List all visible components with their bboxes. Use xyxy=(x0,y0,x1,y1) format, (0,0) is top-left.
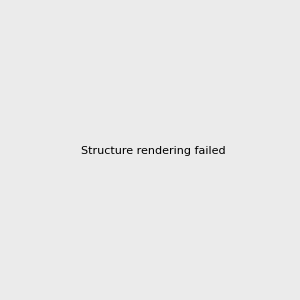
Text: Structure rendering failed: Structure rendering failed xyxy=(81,146,226,157)
